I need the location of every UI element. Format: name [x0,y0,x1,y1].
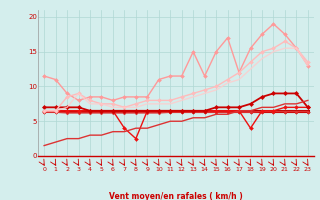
X-axis label: Vent moyen/en rafales ( km/h ): Vent moyen/en rafales ( km/h ) [109,192,243,200]
